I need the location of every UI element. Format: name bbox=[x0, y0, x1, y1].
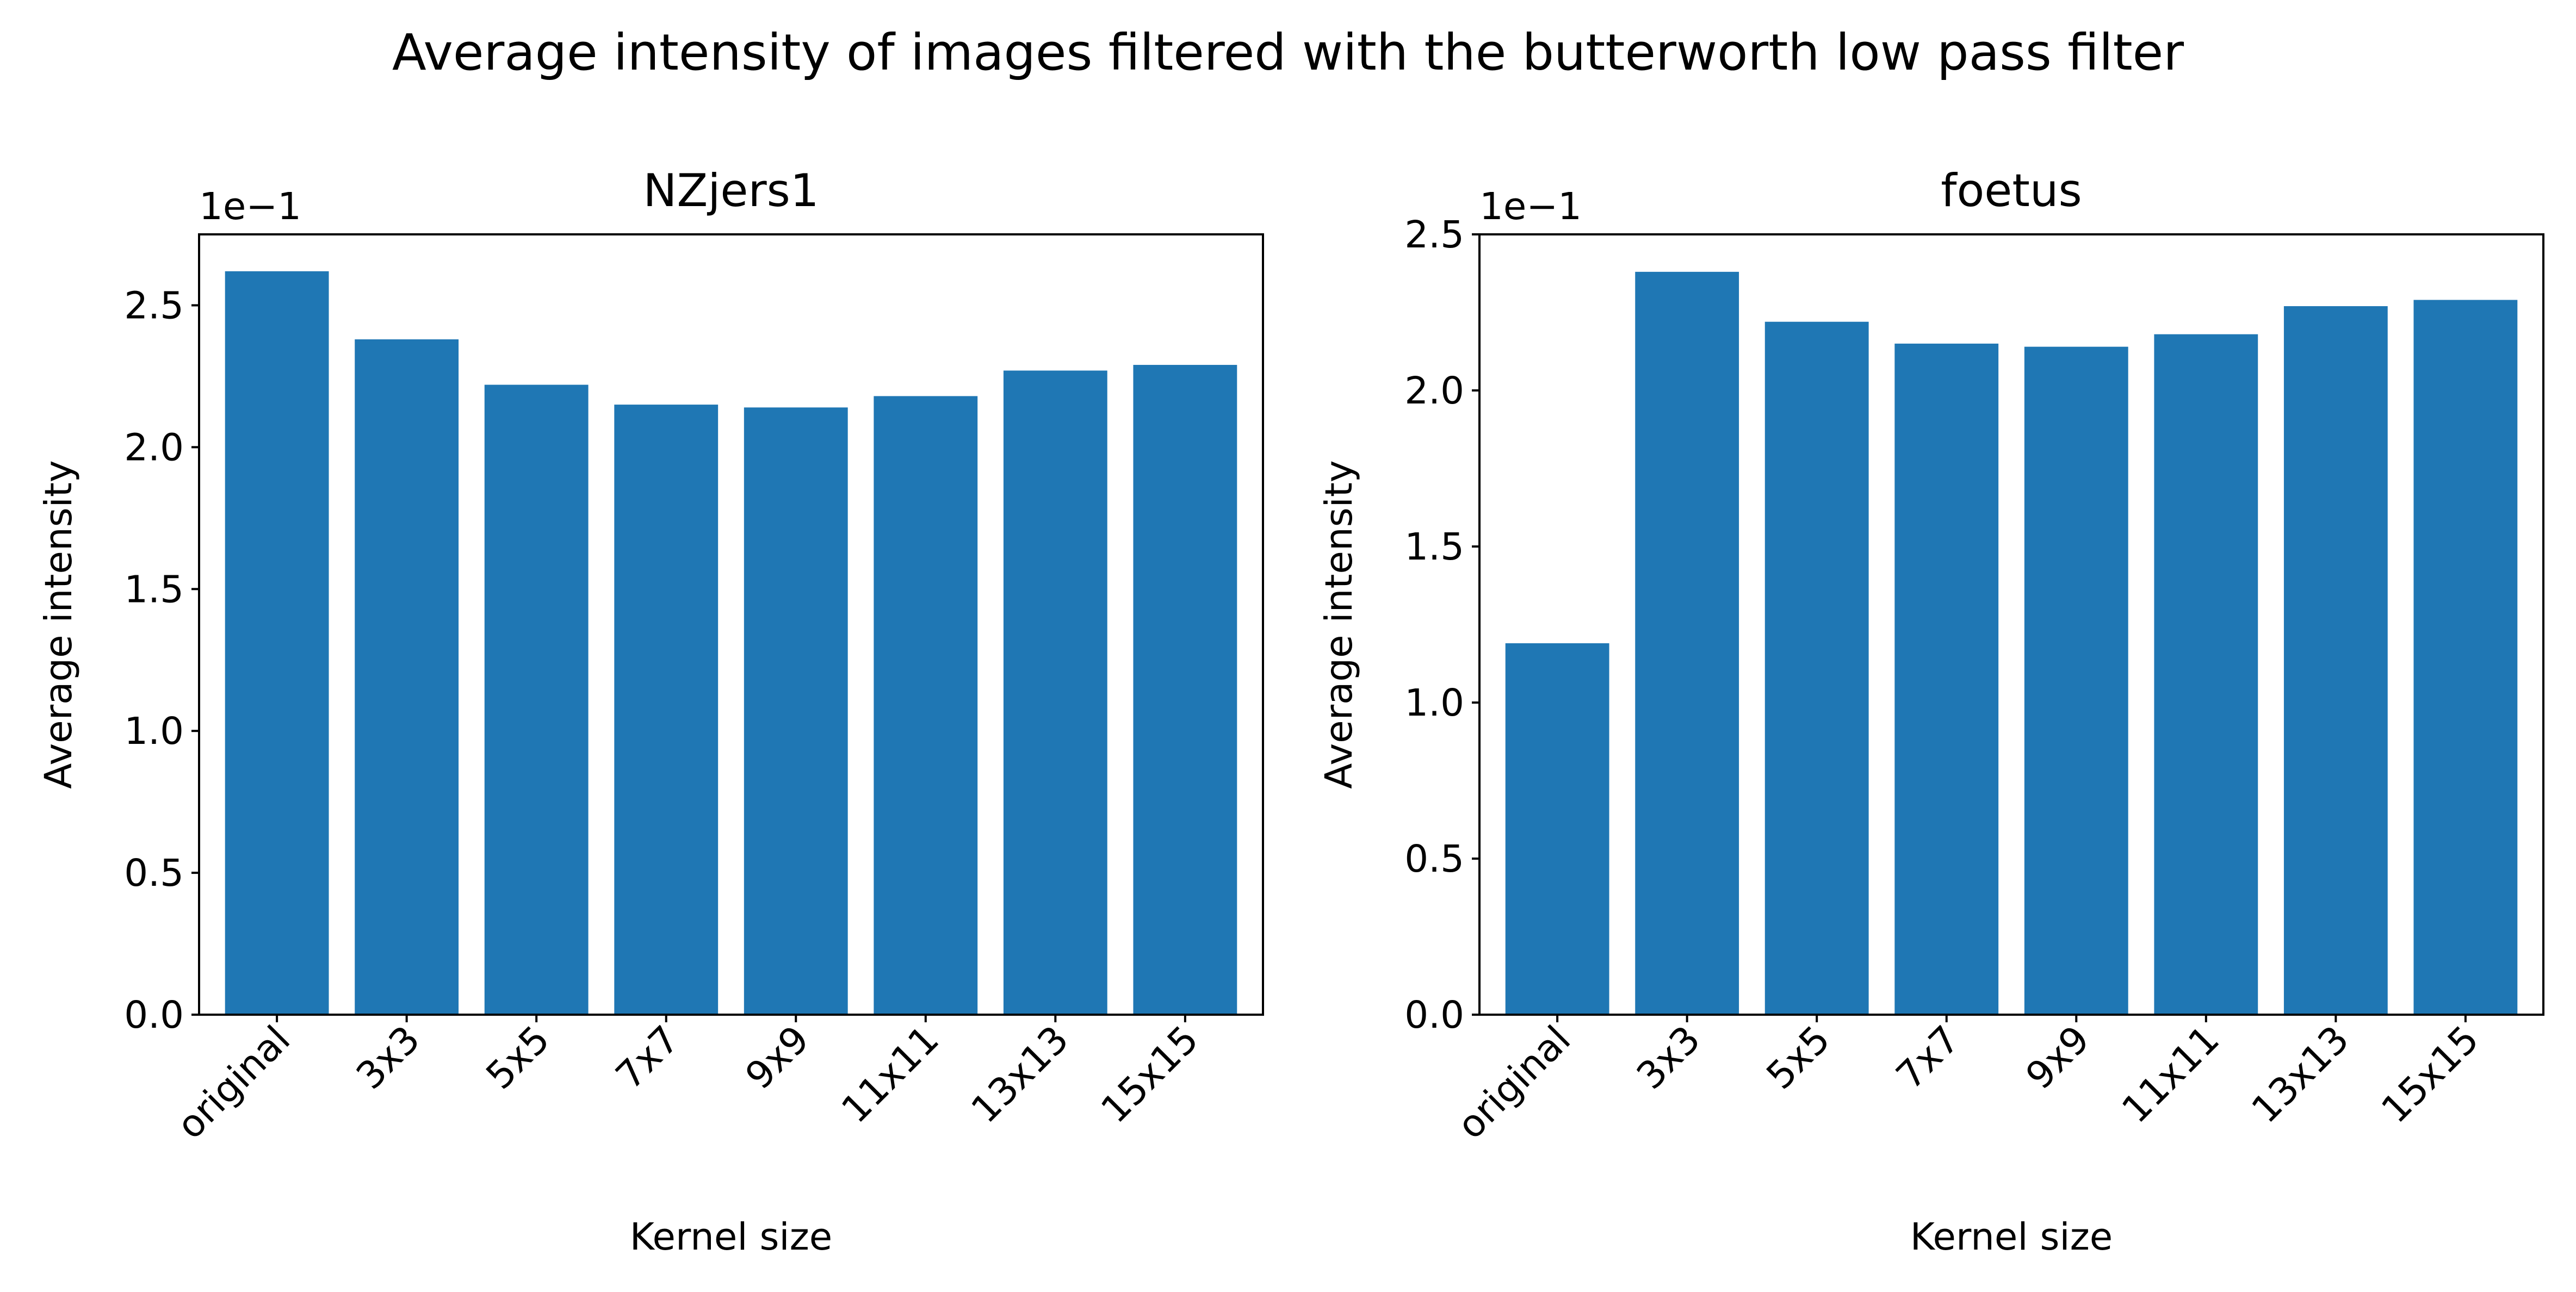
y-tick-label: 0.5 bbox=[1404, 837, 1464, 881]
y-tick-label: 1.0 bbox=[1404, 681, 1464, 725]
x-axis-label: Kernel size bbox=[630, 1215, 833, 1259]
bar-7x7 bbox=[614, 405, 719, 1015]
bar-11x11 bbox=[2154, 334, 2258, 1015]
bar-13x13 bbox=[1003, 370, 1107, 1015]
subplot-title: NZjers1 bbox=[643, 164, 819, 217]
bar-original bbox=[1505, 643, 1609, 1015]
y-tick-label: 2.0 bbox=[124, 426, 184, 469]
bar-5x5 bbox=[1764, 321, 1869, 1015]
y-tick-label: 2.0 bbox=[1404, 369, 1464, 413]
y-axis-label: Average intensity bbox=[1317, 460, 1361, 788]
bar-3x3 bbox=[355, 339, 459, 1015]
y-offset-text: 1e−1 bbox=[199, 185, 301, 228]
bar-original bbox=[225, 271, 329, 1015]
bar-9x9 bbox=[2024, 346, 2128, 1015]
bar-5x5 bbox=[484, 384, 589, 1015]
y-tick-label: 1.5 bbox=[124, 568, 184, 611]
y-tick-label: 2.5 bbox=[124, 284, 184, 327]
y-axis-label: Average intensity bbox=[37, 460, 81, 788]
bar-11x11 bbox=[874, 396, 978, 1015]
figure-suptitle: Average intensity of images filtered wit… bbox=[392, 23, 2184, 82]
y-offset-text: 1e−1 bbox=[1479, 185, 1582, 228]
bar-7x7 bbox=[1894, 343, 1999, 1015]
bar-13x13 bbox=[2283, 306, 2388, 1015]
bar-15x15 bbox=[2413, 300, 2518, 1015]
x-axis-label: Kernel size bbox=[1910, 1215, 2113, 1259]
y-tick-label: 1.5 bbox=[1404, 525, 1464, 569]
axes-frame bbox=[1478, 233, 2544, 1016]
y-tick-label: 1.0 bbox=[124, 710, 184, 753]
y-tick-label: 0.5 bbox=[124, 852, 184, 895]
bar-3x3 bbox=[1635, 271, 1739, 1015]
y-tick-label: 2.5 bbox=[1404, 213, 1464, 257]
bar-15x15 bbox=[1133, 365, 1237, 1015]
bar-9x9 bbox=[744, 407, 848, 1015]
y-tick-label: 0.0 bbox=[1404, 993, 1464, 1037]
subplot-title: foetus bbox=[1941, 164, 2082, 217]
axes-frame bbox=[198, 233, 1264, 1016]
y-tick-label: 0.0 bbox=[124, 993, 184, 1037]
